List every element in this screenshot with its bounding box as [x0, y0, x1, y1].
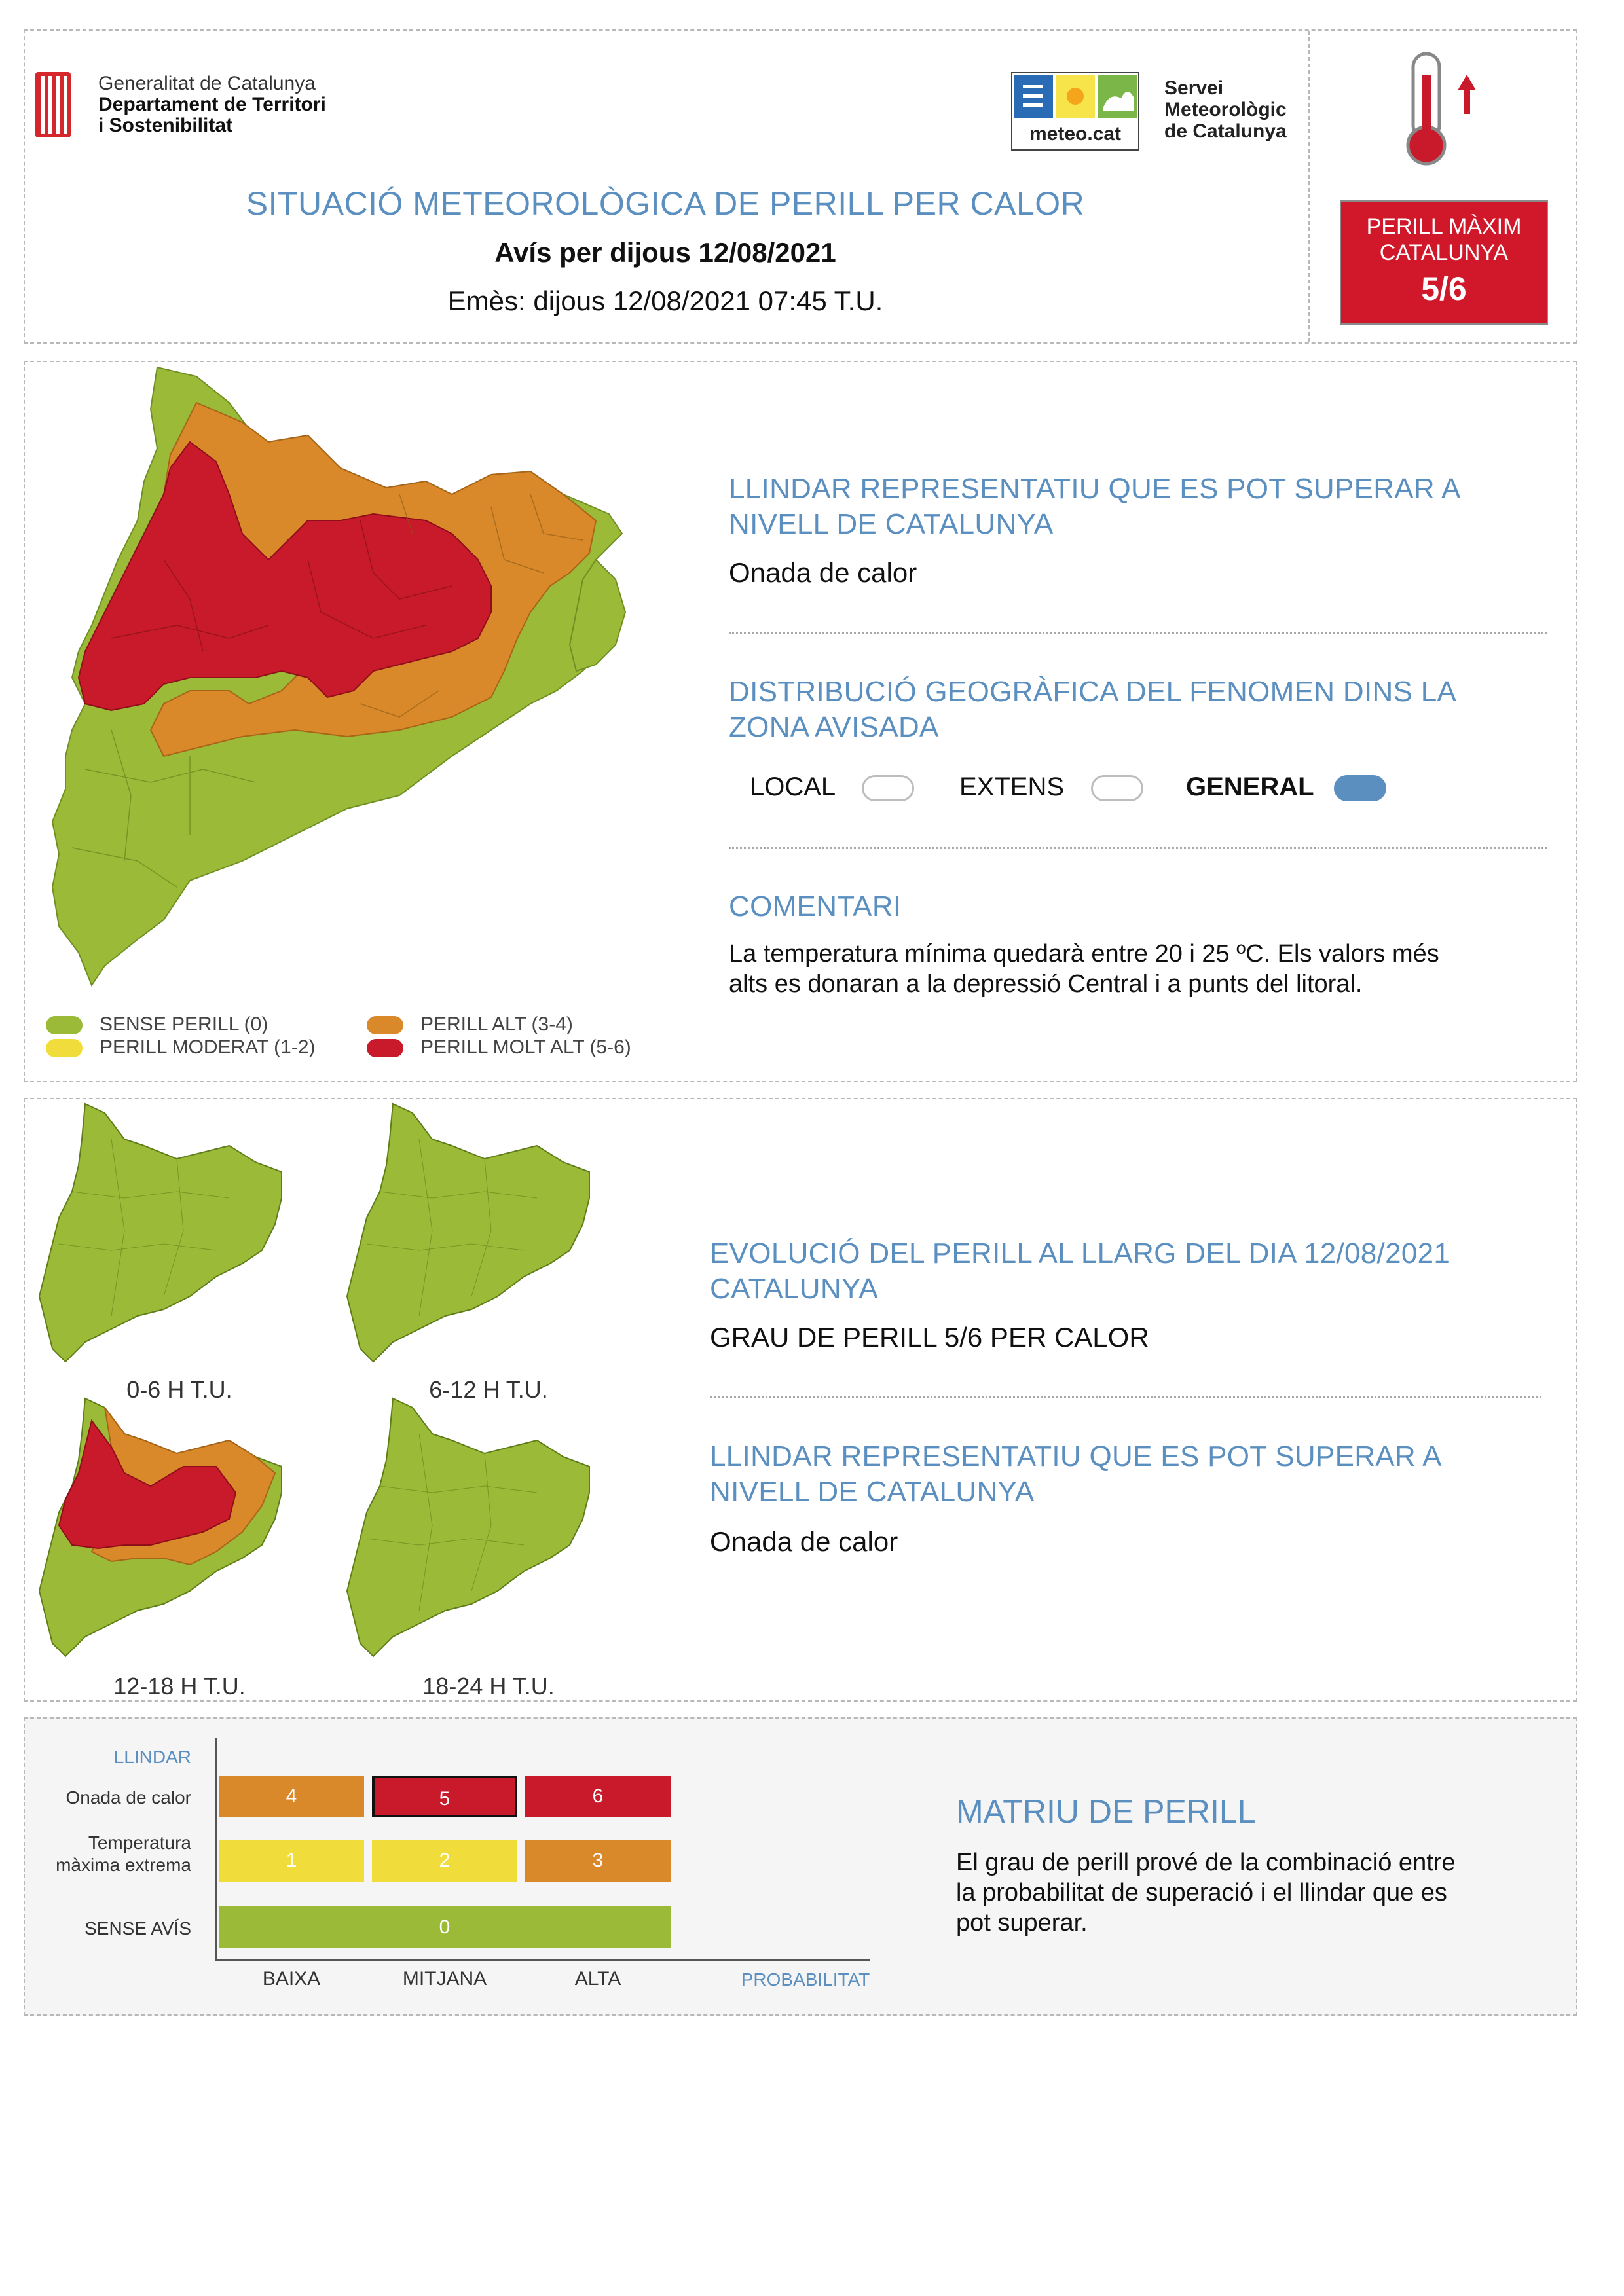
catalonia-danger-map: [51, 366, 627, 987]
matrix-x-label: MITJANA: [402, 1968, 487, 1990]
evolution-threshold-value: Onada de calor: [710, 1526, 898, 1557]
thermometer-up-icon: [1406, 52, 1476, 166]
period-label: 18-24 H T.U.: [422, 1673, 555, 1700]
divider: [710, 1396, 1541, 1398]
matrix-y-axis-line: [215, 1738, 217, 1961]
toggle-general[interactable]: [1333, 775, 1386, 802]
evolution-title: EVOLUCIÓ DEL PERILL AL LLARG DEL DIA 12/…: [710, 1237, 1450, 1305]
distribution-extens-label: EXTENS: [959, 773, 1065, 801]
legend-item-moderate: PERILL MODERAT (1-2): [46, 1036, 316, 1059]
gen-line-2: Departament de Territori: [98, 94, 326, 115]
legend-item-high: PERILL ALT (3-4): [367, 1013, 573, 1036]
generalitat-text: Generalitat de Catalunya Departament de …: [98, 73, 326, 136]
header-divider: [1308, 31, 1310, 342]
matrix-row-label: Onada de calor: [65, 1787, 191, 1808]
distribution-extens: EXTENS: [959, 773, 1144, 802]
page-subtitle: Avís per dijous 12/08/2021: [494, 237, 836, 268]
distribution-local-label: LOCAL: [750, 773, 835, 801]
situation-panel: [24, 361, 1577, 1082]
comment-line-2: alts es donaran a la depressió Central i…: [729, 970, 1363, 998]
legend-label: PERILL MOLT ALT (5-6): [420, 1036, 631, 1058]
page-title: SITUACIÓ METEOROLÒGICA DE PERILL PER CAL…: [246, 185, 1085, 222]
legend-label: PERILL ALT (3-4): [420, 1013, 573, 1035]
matrix-cell-no-warning: 0: [219, 1906, 671, 1948]
matrix-x-label: BAIXA: [262, 1968, 321, 1990]
distribution-general-label: GENERAL: [1186, 773, 1314, 801]
meteocat-logo-text: meteo.cat: [1029, 123, 1121, 145]
max-danger-value: 5/6: [1421, 270, 1467, 307]
matrix-row-label: Temperatura màxima extrema: [56, 1832, 191, 1875]
legend-swatch-green: [46, 1016, 83, 1035]
divider: [729, 847, 1547, 849]
evolution-threshold-title: LLINDAR REPRESENTATIU QUE ES POT SUPERAR…: [710, 1440, 1441, 1508]
comment-text: La temperatura mínima quedarà entre 20 i…: [729, 939, 1547, 999]
comment-title: COMENTARI: [729, 890, 902, 922]
matrix-desc-line-3: pot superar.: [956, 1909, 1088, 1937]
map-period-18-24: [346, 1397, 590, 1658]
matrix-cell: 2: [372, 1840, 517, 1882]
matrix-row-label: SENSE AVÍS: [84, 1918, 191, 1939]
meteo-line-3: de Catalunya: [1164, 120, 1287, 142]
comment-line-1: La temperatura mínima quedarà entre 20 i…: [729, 940, 1439, 968]
map-period-12-18: [38, 1397, 282, 1658]
divider: [729, 632, 1547, 634]
distribution-local: LOCAL: [750, 773, 914, 802]
header-panel: [24, 29, 1577, 344]
toggle-extens[interactable]: [1091, 775, 1144, 802]
gen-line-1: Generalitat de Catalunya: [98, 73, 316, 94]
matrix-x-axis-title: PROBABILITAT: [741, 1969, 870, 1990]
matrix-x-label: ALTA: [574, 1968, 621, 1990]
max-danger-badge: PERILL MÀXIM CATALUNYA 5/6: [1340, 200, 1548, 325]
legend-label: PERILL MODERAT (1-2): [100, 1036, 316, 1058]
period-label: 0-6 H T.U.: [126, 1376, 232, 1403]
evolution-grade: GRAU DE PERILL 5/6 PER CALOR: [710, 1322, 1149, 1353]
matrix-desc-line-1: El grau de perill prové de la combinació…: [956, 1849, 1456, 1876]
meteo-line-2: Meteorològic: [1164, 99, 1287, 120]
legend-label: SENSE PERILL (0): [100, 1013, 268, 1035]
distribution-general: GENERAL: [1186, 773, 1386, 802]
threshold-value: Onada de calor: [729, 557, 917, 588]
meteo-line-1: Servei: [1164, 77, 1224, 99]
meteocat-logo-icon: meteo.cat: [1011, 72, 1139, 151]
legend-swatch-red: [367, 1039, 403, 1058]
matrix-desc-line-2: la probabilitat de superació i el llinda…: [956, 1879, 1447, 1906]
period-label: 6-12 H T.U.: [429, 1376, 548, 1403]
legend-item-very-high: PERILL MOLT ALT (5-6): [367, 1036, 631, 1059]
max-danger-line-2: CATALUNYA: [1379, 240, 1509, 265]
generalitat-logo-icon: [35, 72, 71, 137]
gen-line-3: i Sostenibilitat: [98, 115, 233, 136]
matrix-description: El grau de perill prové de la combinació…: [956, 1848, 1545, 1938]
legend-swatch-orange: [367, 1016, 403, 1035]
issued-timestamp: Emès: dijous 12/08/2021 07:45 T.U.: [447, 285, 883, 316]
toggle-local[interactable]: [861, 775, 914, 802]
matrix-cell: 1: [219, 1840, 364, 1882]
meteo-service-text: Servei Meteorològic de Catalunya: [1164, 77, 1287, 142]
matrix-x-axis-line: [215, 1959, 870, 1961]
legend-item-no-danger: SENSE PERILL (0): [46, 1013, 268, 1036]
period-label: 12-18 H T.U.: [113, 1673, 246, 1700]
distribution-title: DISTRIBUCIÓ GEOGRÀFICA DEL FENOMEN DINS …: [729, 676, 1455, 743]
evolution-panel: [24, 1098, 1577, 1702]
threshold-title: LLINDAR REPRESENTATIU QUE ES POT SUPERAR…: [729, 473, 1460, 540]
matrix-cell: 3: [525, 1840, 671, 1882]
matrix-cell-highlighted: 5: [372, 1776, 517, 1817]
map-period-0-6: [38, 1102, 282, 1363]
matrix-title: MATRIU DE PERILL: [956, 1793, 1256, 1830]
matrix-cell: 4: [219, 1776, 364, 1817]
matrix-y-axis-title: LLINDAR: [113, 1747, 191, 1767]
map-period-6-12: [346, 1102, 590, 1363]
matrix-cell: 6: [525, 1776, 671, 1817]
max-danger-line-1: PERILL MÀXIM: [1366, 214, 1522, 239]
legend-swatch-yellow: [46, 1039, 83, 1058]
